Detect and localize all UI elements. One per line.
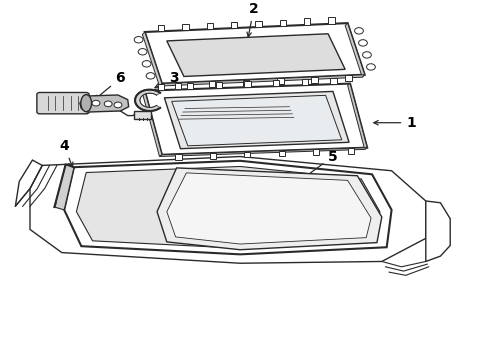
Bar [255,21,262,27]
Polygon shape [135,90,160,111]
Bar [216,82,222,88]
Circle shape [138,49,147,55]
Bar [273,80,279,86]
Bar [313,149,319,155]
Text: 4: 4 [59,139,73,167]
Circle shape [134,36,143,43]
Bar [245,81,250,87]
Bar [175,83,181,89]
Polygon shape [159,75,365,86]
Text: 3: 3 [155,71,179,88]
Text: 6: 6 [94,71,125,100]
Polygon shape [157,168,382,250]
Bar [279,150,285,156]
Polygon shape [145,84,367,155]
Bar [277,78,284,84]
Polygon shape [167,173,371,244]
Polygon shape [426,201,450,261]
Circle shape [359,40,368,46]
Bar [187,84,193,89]
Bar [244,152,250,157]
Circle shape [92,100,100,106]
Circle shape [146,73,155,79]
Polygon shape [347,84,367,149]
Bar [158,85,165,90]
Circle shape [104,101,112,107]
Bar [328,17,335,24]
Circle shape [114,102,122,108]
Circle shape [363,52,371,58]
Bar [347,148,354,154]
Polygon shape [15,160,42,206]
Bar [209,81,216,87]
Polygon shape [143,91,162,157]
Polygon shape [145,23,365,84]
Bar [279,19,286,26]
Bar [231,22,237,28]
Polygon shape [80,95,129,112]
Polygon shape [345,23,365,77]
Circle shape [142,60,151,67]
FancyBboxPatch shape [134,111,151,119]
Polygon shape [159,148,367,157]
Polygon shape [172,95,342,146]
Polygon shape [143,32,162,86]
Polygon shape [76,166,380,248]
Text: 2: 2 [247,2,259,37]
Bar [182,24,189,30]
Circle shape [367,64,375,70]
Bar [210,153,216,159]
Text: 1: 1 [374,116,416,130]
Bar [302,80,308,85]
Bar [175,154,181,160]
Polygon shape [167,34,345,76]
Ellipse shape [81,95,92,112]
Polygon shape [54,165,74,210]
FancyBboxPatch shape [37,93,89,114]
Bar [345,75,352,81]
Bar [243,80,249,86]
Bar [304,18,310,25]
Bar [158,25,164,31]
Polygon shape [30,157,426,263]
Bar [330,78,337,84]
Circle shape [355,28,364,34]
Bar [207,23,213,29]
Text: 5: 5 [293,149,338,186]
Bar [311,77,318,82]
Polygon shape [64,161,392,255]
Polygon shape [164,91,349,149]
